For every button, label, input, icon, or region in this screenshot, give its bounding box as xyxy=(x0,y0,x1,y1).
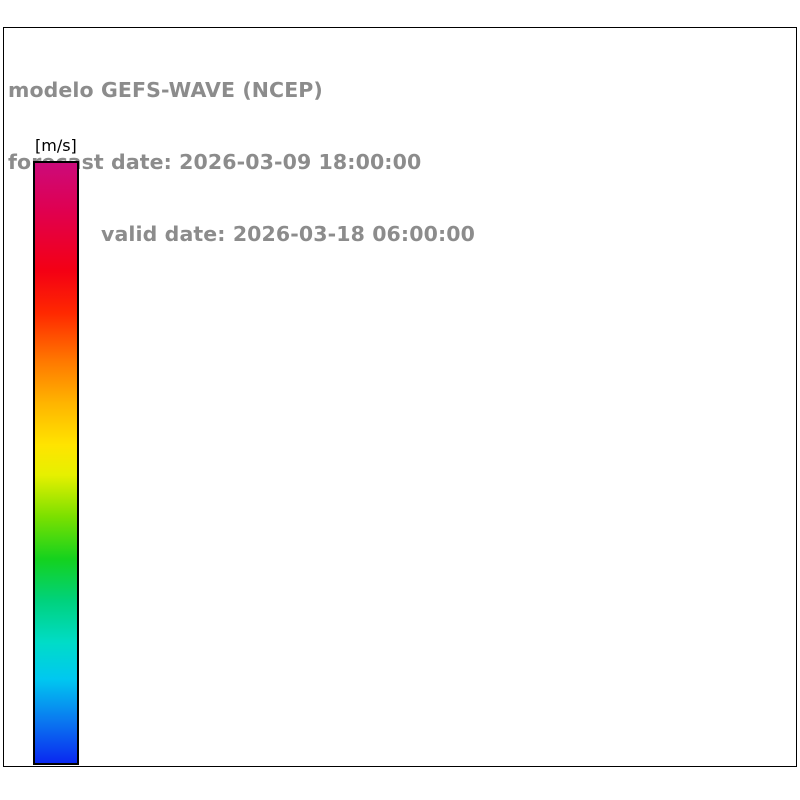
colorbar: [m/s] xyxy=(33,136,79,765)
colorbar-unit-label: [m/s] xyxy=(35,136,77,155)
colorbar-gradient xyxy=(33,161,79,765)
map-frame xyxy=(3,27,797,767)
map-canvas xyxy=(4,28,796,766)
frame-tick-marks xyxy=(4,28,796,766)
